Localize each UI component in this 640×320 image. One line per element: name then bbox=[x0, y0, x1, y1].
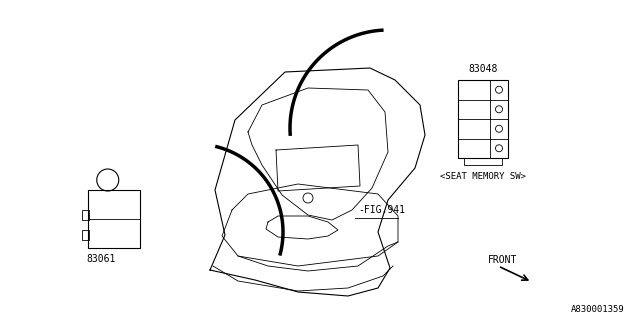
Bar bbox=[464, 158, 502, 165]
Text: FRONT: FRONT bbox=[488, 255, 517, 265]
Bar bbox=[82, 230, 89, 240]
Bar bbox=[458, 80, 508, 158]
Text: 83061: 83061 bbox=[86, 254, 115, 264]
Text: -FIG.941: -FIG.941 bbox=[358, 205, 405, 215]
Text: 83048: 83048 bbox=[468, 64, 498, 74]
Bar bbox=[88, 190, 140, 248]
Text: <SEAT MEMORY SW>: <SEAT MEMORY SW> bbox=[440, 172, 526, 181]
Bar bbox=[82, 210, 89, 220]
Text: A830001359: A830001359 bbox=[572, 305, 625, 314]
